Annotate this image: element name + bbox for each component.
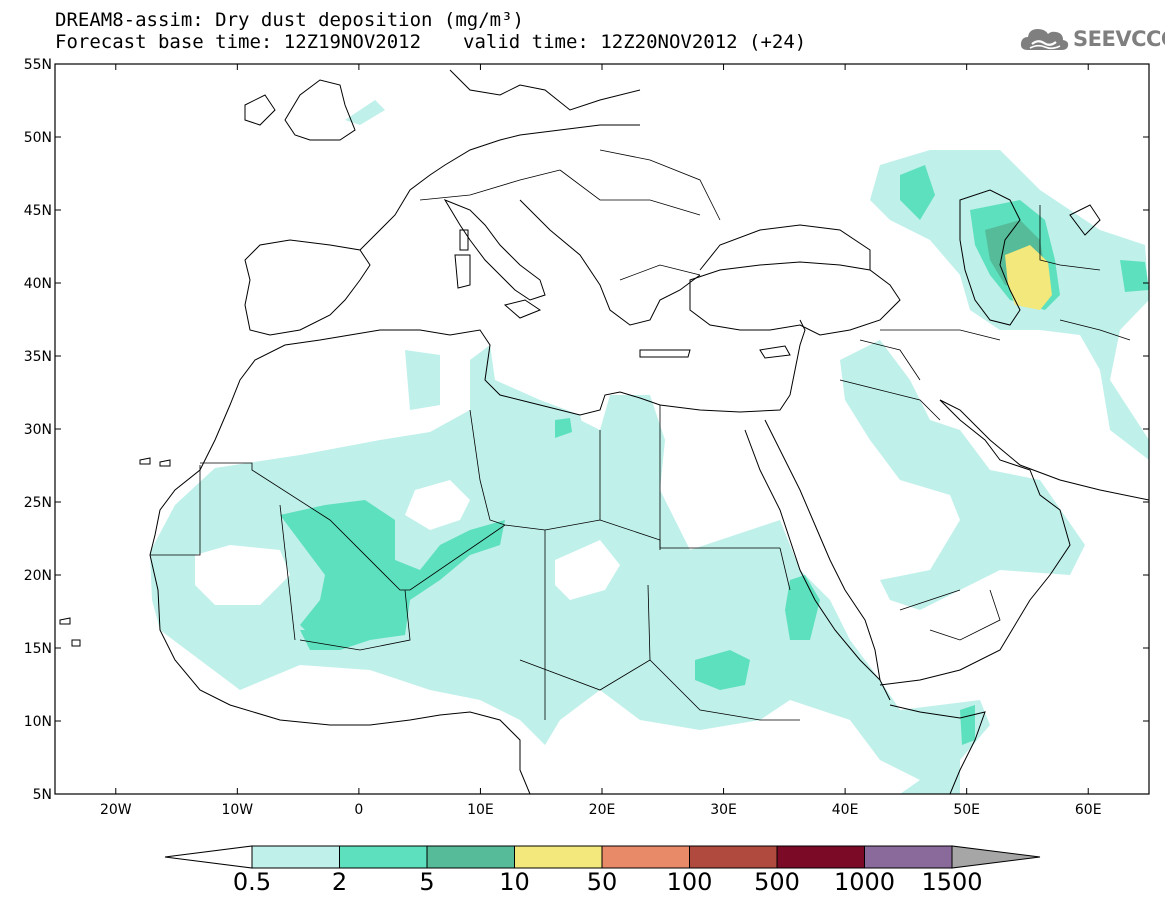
dust-area-libya [555, 418, 572, 438]
coastlines [59, 69, 1149, 794]
colorbar-swatch [251, 845, 340, 869]
colorbar-label: 50 [586, 868, 618, 896]
chart-title: DREAM8-assim: Dry dust deposition (mg/m³… [55, 9, 524, 31]
lon-label: 40E [832, 802, 859, 818]
dust-area-mali [280, 500, 505, 650]
colorbar-label: 10 [499, 868, 530, 896]
lat-label: 30N [24, 422, 52, 438]
lon-label: 20E [589, 802, 616, 818]
lat-label: 45N [24, 203, 52, 219]
colorbar-label: 1500 [921, 868, 983, 896]
colorbar-label: 5 [419, 868, 435, 896]
colorbar-under-triangle [164, 845, 253, 869]
colorbar-label: 500 [754, 868, 800, 896]
lat-label: 15N [24, 641, 52, 657]
dust-area-turkmen [1005, 245, 1052, 310]
lon-label: 20W [100, 802, 132, 818]
dust-area-eritrea [785, 575, 820, 640]
colorbar-swatch [339, 845, 428, 869]
colorbar-over-triangle [951, 845, 1041, 869]
colorbar-label: 1000 [833, 868, 896, 896]
colorbar-label: 2 [331, 868, 348, 896]
lat-label: 50N [24, 130, 52, 146]
colorbar-swatch [689, 845, 778, 869]
colorbar-swatch [426, 845, 515, 869]
longitude-axis: 20W 10W 0 10E 20E 30E 40E 50E 60E [100, 64, 1102, 818]
seevccc-logo: SEEVCCC [1018, 22, 1165, 56]
country-borders [150, 149, 1131, 721]
colorbar-label: 0.5 [232, 868, 272, 896]
dust-area-sudan [695, 650, 750, 690]
lon-label: 50E [953, 802, 980, 818]
clear-area-mauritania [195, 545, 290, 605]
colorbar-label: 100 [666, 868, 713, 896]
colorbar-swatch [514, 845, 603, 869]
lat-label: 5N [33, 787, 52, 803]
dust-contours [150, 100, 1149, 794]
dust-area-somalia [960, 705, 975, 745]
latitude-axis: 55N 50N 45N 40N 35N 30N 25N 20N 15N 10N 5N [24, 57, 1149, 803]
colorbar-swatch [864, 845, 953, 869]
lat-label: 20N [24, 568, 52, 584]
lat-label: 35N [24, 349, 52, 365]
dust-area-algeria-north [405, 350, 440, 410]
dust-area-iraq [840, 340, 1085, 610]
dust-area-uzbek [1120, 260, 1149, 292]
clear-area-tibesti [555, 540, 620, 600]
dust-area-libya-north [490, 395, 590, 470]
valid-time-label: valid time: 12Z20NOV2012 (+24) [463, 31, 807, 53]
cloud-icon [1020, 29, 1069, 50]
lon-label: 10W [221, 802, 253, 818]
lat-label: 40N [24, 276, 52, 292]
lon-label: 30E [710, 802, 737, 818]
colorbar [164, 845, 1041, 869]
dust-area-kazakh [900, 165, 935, 220]
clear-area-algeria [405, 480, 470, 530]
base-time-label: Forecast base time: 12Z19NOV2012 [55, 31, 422, 53]
lat-label: 55N [24, 57, 52, 73]
lon-label: 10E [467, 802, 494, 818]
dust-area-ukraine [345, 100, 385, 125]
lon-label: 0 [354, 802, 363, 818]
colorbar-swatch [601, 845, 690, 869]
time-info: Forecast base time: 12Z19NOV2012 valid ti… [55, 32, 806, 52]
logo-text: SEEVCCC [1073, 27, 1165, 51]
lat-label: 10N [24, 714, 52, 730]
lon-label: 60E [1075, 802, 1102, 818]
lat-label: 25N [24, 495, 52, 511]
colorbar-swatch [776, 845, 865, 869]
